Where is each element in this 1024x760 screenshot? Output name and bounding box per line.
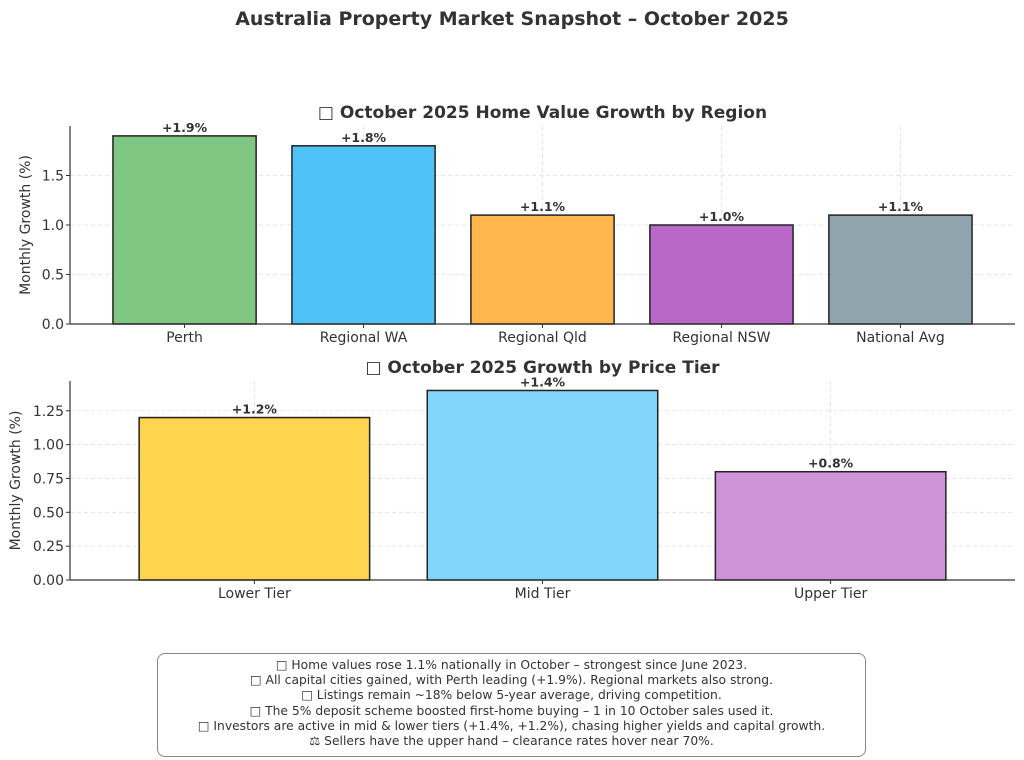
note-line: □ Home values rose 1.1% nationally in Oc…: [275, 658, 748, 672]
data-label: +1.4%: [520, 374, 566, 389]
chart-title: □ October 2025 Home Value Growth by Regi…: [318, 103, 767, 123]
x-tick-label: Perth: [166, 330, 203, 346]
data-label: +1.1%: [520, 199, 566, 214]
note-line: □ The 5% deposit scheme boosted first-ho…: [249, 703, 774, 718]
summary-notes-box: □ Home values rose 1.1% nationally in Oc…: [157, 653, 866, 757]
x-tick-label: National Avg: [856, 330, 945, 346]
y-tick-label: 0.25: [33, 539, 64, 555]
x-tick-label: Lower Tier: [218, 586, 291, 602]
bar: [470, 214, 615, 325]
y-tick-label: 0.00: [33, 573, 64, 589]
note-line: □ Listings remain ~18% below 5-year aver…: [301, 688, 722, 703]
note-line: □ Investors are active in mid & lower ti…: [197, 718, 826, 733]
y-tick-label: 0.0: [42, 317, 64, 333]
chart-title: □ October 2025 Growth by Price Tier: [365, 358, 720, 378]
y-axis-label: Monthly Growth (%): [18, 155, 34, 295]
y-tick-label: 0.50: [33, 505, 64, 521]
x-tick-label: Regional WA: [320, 330, 408, 346]
y-tick-label: 0.5: [42, 268, 64, 284]
y-axis-label: Monthly Growth (%): [8, 411, 24, 551]
data-label: +1.8%: [341, 130, 387, 145]
x-tick-label: Regional NSW: [672, 330, 770, 346]
data-label: +1.0%: [699, 209, 745, 224]
x-tick-label: Mid Tier: [515, 586, 571, 602]
price-tier-growth-chart: +1.2% Lower Tier +1.4% Mid Tier +0.8% Upper T…: [8, 358, 1015, 602]
y-tick-label: 1.00: [33, 438, 64, 454]
y-tick-label: 1.0: [42, 218, 64, 234]
note-line: ⚖ Sellers have the upper hand – clearanc…: [309, 734, 714, 749]
data-label: +1.2%: [232, 402, 278, 417]
region-growth-chart: +1.9% Perth +1.8% Regional WA +1.1% Regional …: [18, 103, 1015, 346]
y-tick-label: 1.25: [33, 404, 64, 420]
bar: [714, 470, 947, 581]
bar: [112, 135, 257, 325]
x-tick-label: Regional Qld: [498, 330, 587, 346]
data-label: +1.1%: [878, 199, 924, 214]
y-tick-label: 0.75: [33, 471, 64, 487]
bar: [649, 224, 794, 325]
y-tick-label: 1.5: [42, 169, 64, 185]
bar: [828, 214, 973, 325]
x-tick-label: Upper Tier: [794, 586, 867, 602]
bar: [426, 389, 659, 581]
bar: [138, 416, 371, 581]
note-line: □ All capital cities gained, with Perth …: [250, 673, 773, 688]
figure-title: Australia Property Market Snapshot – Oct…: [235, 8, 789, 30]
bar: [291, 145, 436, 325]
data-label: +1.9%: [162, 120, 208, 135]
data-label: +0.8%: [808, 456, 854, 471]
